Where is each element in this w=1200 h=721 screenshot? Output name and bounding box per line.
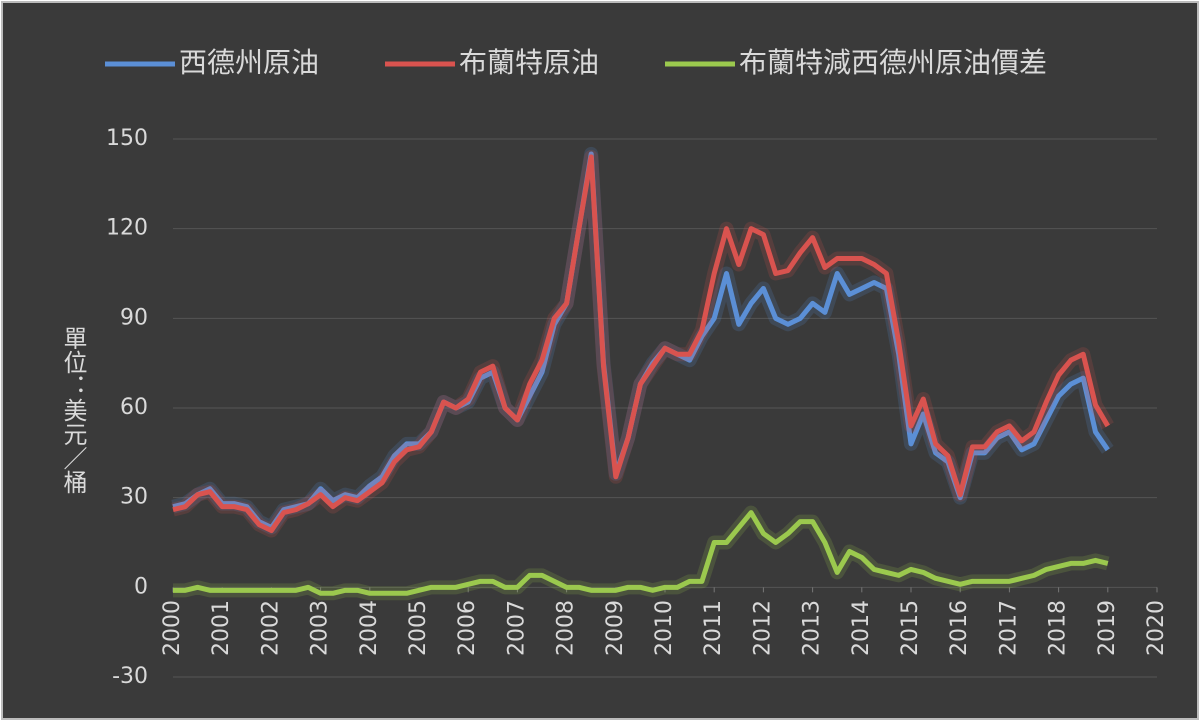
- y-tick-label: 60: [120, 395, 148, 420]
- x-tick-label: 2011: [701, 600, 726, 656]
- x-tick-label: 2017: [996, 600, 1021, 656]
- x-tick-label: 2008: [554, 600, 579, 656]
- x-tick-label: 2018: [1046, 600, 1071, 656]
- y-tick-label: 30: [120, 485, 148, 510]
- x-tick-label: 2006: [455, 600, 480, 656]
- x-tick-label: 2010: [652, 600, 677, 656]
- legend: 西德州原油 布蘭特原油 布蘭特減西德州原油價差: [105, 46, 1047, 79]
- x-tick-label: 2002: [258, 600, 283, 656]
- y-tick-label: 0: [134, 574, 148, 599]
- plot-area: -30 0 30 60 90 120 150 2000 2001 2002 2003 2004 2005…: [106, 126, 1169, 689]
- x-tick-label: 2009: [603, 600, 628, 656]
- x-tick-label: 2013: [800, 600, 825, 656]
- x-tick-label: 2000: [160, 600, 185, 656]
- x-tick-label: 2020: [1144, 600, 1169, 656]
- y-axis-label: 單位：美元／桶: [59, 326, 87, 494]
- x-tick-label: 2007: [504, 600, 529, 656]
- legend-label: 布蘭特原油: [459, 46, 599, 79]
- y-tick-label: 120: [106, 216, 148, 241]
- x-tick-label: 2016: [947, 600, 972, 656]
- legend-label: 布蘭特減西德州原油價差: [739, 46, 1047, 79]
- x-tick-label: 2003: [308, 600, 333, 656]
- x-tick-label: 2012: [750, 600, 775, 656]
- x-tick-label: 2015: [898, 600, 923, 656]
- y-tick-label: 90: [120, 305, 148, 330]
- x-tick-label: 2019: [1095, 600, 1120, 656]
- x-tick-label: 2005: [406, 600, 431, 656]
- data-line: [173, 510, 1109, 596]
- x-tick-label: 2004: [357, 600, 382, 656]
- legend-label: 西德州原油: [179, 46, 319, 79]
- data-line: [172, 154, 1110, 534]
- y-tick-label: 150: [106, 126, 148, 151]
- x-tick-label: 2001: [209, 600, 234, 656]
- x-tick-label: 2014: [849, 600, 874, 656]
- y-tick-label: -30: [112, 664, 148, 689]
